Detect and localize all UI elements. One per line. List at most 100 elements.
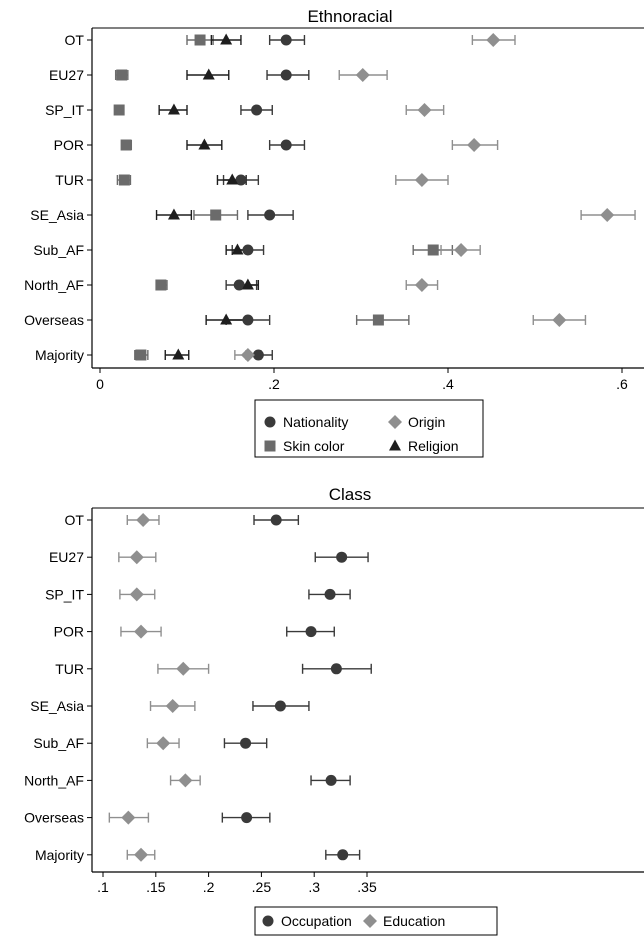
- y-tick-label: North_AF: [24, 277, 84, 293]
- data-point: [134, 847, 149, 862]
- data-point: [198, 138, 211, 150]
- y-tick-label: Majority: [35, 847, 84, 863]
- legend-label: Education: [383, 913, 445, 929]
- legend: Nationality Skin color Origin Religion: [254, 399, 484, 458]
- y-tick-label: Sub_AF: [33, 735, 84, 751]
- data-point: [264, 209, 276, 221]
- y-tick-label: Majority: [35, 347, 84, 363]
- data-point: [121, 810, 136, 825]
- data-point: [135, 349, 147, 361]
- legend-marker: [363, 914, 377, 928]
- series-nationality: [222, 35, 310, 360]
- data-point: [202, 68, 215, 80]
- x-tick-label: .2: [203, 879, 215, 895]
- data-point: [242, 314, 254, 326]
- legend-label: Origin: [408, 414, 445, 430]
- legend-label: Skin color: [283, 438, 345, 454]
- x-tick-label: .6: [616, 376, 628, 392]
- markers-education: [121, 513, 193, 862]
- legend: Occupation Education: [254, 906, 498, 936]
- data-point: [355, 68, 370, 82]
- series-religion: [155, 35, 260, 360]
- series-skin-color: [114, 35, 454, 360]
- data-point: [210, 209, 222, 221]
- data-point: [454, 243, 469, 257]
- data-point: [417, 103, 432, 117]
- data-point: [129, 587, 144, 602]
- y-tick-label: TUR: [55, 172, 84, 188]
- data-point: [118, 174, 130, 186]
- data-point: [486, 33, 501, 47]
- data-point: [235, 174, 247, 186]
- data-point: [467, 138, 482, 152]
- data-point: [233, 279, 245, 291]
- data-point: [241, 812, 253, 824]
- y-tick-label: North_AF: [24, 772, 84, 788]
- y-tick-label: EU27: [49, 67, 84, 83]
- data-point: [414, 173, 429, 187]
- data-point: [251, 104, 263, 116]
- y-tick-label: OT: [65, 32, 85, 48]
- data-point: [280, 34, 292, 46]
- data-point: [552, 313, 567, 327]
- data-point: [414, 278, 429, 292]
- markers-skin-color: [113, 34, 439, 361]
- legend-marker: [262, 915, 274, 927]
- data-point: [600, 208, 615, 222]
- legend-label: Religion: [408, 438, 459, 454]
- data-point: [330, 663, 342, 675]
- chart-title: Class: [329, 485, 372, 504]
- data-point: [252, 349, 264, 361]
- y-tick-label: POR: [54, 624, 84, 640]
- data-point: [274, 700, 286, 712]
- data-point: [194, 34, 206, 46]
- data-point: [220, 33, 233, 45]
- data-point: [324, 588, 336, 600]
- data-point: [155, 279, 167, 291]
- data-point: [167, 208, 180, 220]
- y-tick-label: TUR: [55, 661, 84, 677]
- series-education: [108, 515, 210, 860]
- markers-religion: [167, 33, 254, 360]
- data-point: [129, 550, 144, 565]
- data-point: [240, 348, 255, 362]
- data-point: [134, 624, 149, 639]
- data-point: [270, 514, 282, 526]
- data-point: [231, 243, 244, 255]
- chart-title: Ethnoracial: [307, 7, 392, 26]
- x-tick-label: .3: [308, 879, 320, 895]
- data-point: [242, 244, 254, 256]
- y-tick-label: OT: [65, 512, 85, 528]
- data-point: [241, 278, 254, 290]
- x-tick-label: 0: [96, 376, 104, 392]
- chart-panel: Class OT EU27 SP_IT POR TUR SE_Asia Sub_AF North…: [24, 485, 644, 936]
- data-point: [220, 313, 233, 325]
- data-point: [176, 661, 191, 676]
- x-tick-label: .15: [146, 879, 166, 895]
- data-point: [240, 737, 252, 749]
- data-point: [178, 773, 193, 788]
- x-tick-label: .4: [442, 376, 454, 392]
- markers-occupation: [240, 514, 349, 861]
- legend-label: Nationality: [283, 414, 348, 430]
- y-tick-label: EU27: [49, 549, 84, 565]
- y-tick-label: Overseas: [24, 312, 84, 328]
- data-point: [136, 513, 151, 527]
- data-point: [280, 139, 292, 151]
- markers-nationality: [233, 34, 292, 361]
- series-occupation: [221, 515, 372, 860]
- y-tick-label: Overseas: [24, 810, 84, 826]
- data-point: [325, 774, 337, 786]
- legend-box: [254, 399, 484, 458]
- legend-marker: [389, 439, 401, 451]
- chart-panel: Ethnoracial OT EU27 SP_IT POR TUR SE_Asia Sub_A…: [24, 7, 644, 458]
- markers-origin: [240, 33, 615, 362]
- data-point: [427, 244, 439, 256]
- legend-marker: [388, 415, 402, 429]
- legend-marker: [264, 416, 276, 428]
- x-tick-label: .2: [268, 376, 280, 392]
- data-point: [165, 699, 180, 713]
- data-point: [116, 69, 128, 81]
- data-point: [305, 626, 317, 638]
- series-origin: [234, 35, 636, 360]
